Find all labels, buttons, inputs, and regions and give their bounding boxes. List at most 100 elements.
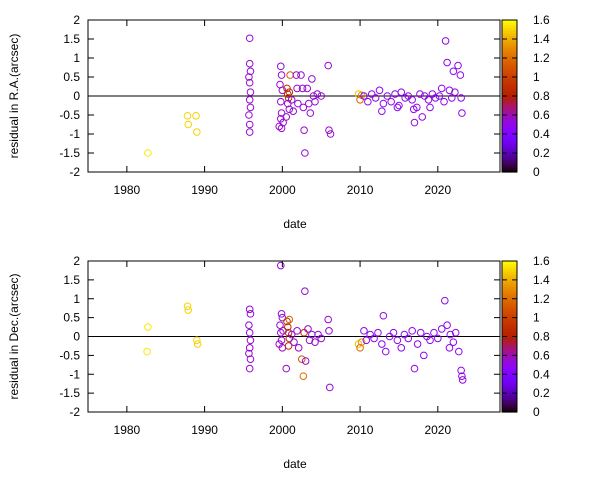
colorbar-strip	[502, 286, 517, 290]
data-point	[282, 113, 291, 121]
data-point	[420, 92, 429, 100]
data-point	[245, 111, 253, 119]
colorbar-strip	[502, 113, 517, 117]
data-point	[193, 340, 202, 348]
data-point	[278, 86, 287, 95]
y-tick-label: 1.5	[63, 32, 80, 46]
data-point	[293, 84, 301, 93]
colorbar-strip	[502, 128, 517, 133]
colorbar-strip	[502, 333, 517, 338]
colorbar-strip	[502, 73, 517, 77]
colorbar-strip	[502, 301, 517, 305]
data-point	[451, 328, 460, 337]
colorbar-strip	[502, 288, 517, 292]
colorbar-strip	[502, 121, 517, 125]
data-point	[275, 122, 284, 131]
x-tick-label: 2000	[269, 423, 296, 437]
data-point	[356, 344, 364, 352]
colorbar-tick-label: 1.6	[533, 254, 550, 268]
colorbar-strip	[502, 22, 517, 26]
colorbar-strip	[502, 283, 517, 287]
colorbar-tick-label: 1.4	[533, 273, 550, 287]
data-point	[301, 149, 309, 157]
colorbar: 0 0.2 0.4 0.6 0.8 1 1.2 1.4 1.6	[501, 254, 550, 419]
colorbar-strip	[502, 108, 517, 112]
data-point	[374, 328, 382, 337]
data-point	[437, 84, 446, 93]
data-point	[317, 334, 326, 343]
colorbar-tick-label: 0.2	[533, 146, 550, 160]
colorbar-strip	[502, 401, 517, 406]
colorbar-strip	[502, 281, 517, 285]
colorbar-tick-label: 0.8	[533, 89, 550, 103]
y-tick-label: 1.5	[63, 273, 80, 287]
colorbar-strip	[502, 45, 517, 49]
data-point	[457, 366, 465, 375]
data-point	[458, 372, 466, 380]
data-point	[245, 78, 254, 87]
data-point	[440, 97, 448, 106]
colorbar-strip	[502, 40, 517, 44]
data-point	[385, 332, 394, 341]
colorbar-strip	[502, 331, 517, 335]
data-point	[324, 61, 333, 70]
chart-panel-2: 1980 1990 2000 2010 2020 -2 -1.5 -1 -0.5 0 0.5 1 1.5…	[7, 254, 550, 471]
data-point	[448, 94, 456, 102]
colorbar-tick-label: 0.6	[533, 108, 550, 122]
data-point	[192, 111, 200, 120]
data-point	[299, 103, 308, 112]
colorbar-strip	[502, 98, 517, 102]
colorbar-strip	[502, 386, 517, 390]
data-point	[311, 338, 319, 346]
data-point	[276, 62, 285, 71]
colorbar-strip	[502, 80, 517, 84]
data-point	[379, 311, 388, 320]
data-point	[283, 323, 292, 331]
data-point	[285, 334, 294, 343]
data-point	[445, 86, 454, 95]
y-tick-label: -2	[69, 165, 80, 179]
data-point	[420, 351, 428, 360]
x-axis-title: date	[283, 217, 307, 231]
colorbar-strip	[502, 399, 517, 403]
y-tick-label: 0.5	[63, 70, 80, 84]
data-point	[325, 383, 334, 392]
colorbar-strip	[502, 42, 517, 46]
data-point	[449, 338, 458, 346]
colorbar-strip	[502, 261, 517, 265]
data-point	[300, 328, 308, 337]
x-axis-title: date	[283, 457, 307, 471]
data-point	[458, 376, 467, 384]
x-tick-label: 2020	[424, 423, 451, 437]
colorbar-strip	[502, 316, 517, 320]
colorbar-strip	[502, 25, 517, 29]
colorbar-tick-label: 0.4	[533, 127, 550, 141]
data-point	[451, 88, 459, 96]
colorbar-strip	[502, 376, 517, 380]
colorbar-strip	[502, 90, 517, 95]
colorbar-strip	[502, 123, 517, 127]
colorbar-strip	[502, 35, 517, 39]
data-point	[379, 99, 388, 108]
y-tick-label: -1	[69, 367, 80, 381]
colorbar-strip	[502, 391, 517, 395]
colorbar-strip	[502, 85, 517, 89]
data-point	[245, 349, 253, 358]
data-point	[301, 357, 310, 365]
colorbar-strip	[502, 131, 517, 135]
data-point	[362, 336, 371, 345]
data-point	[393, 103, 402, 112]
colorbar-strip	[502, 96, 517, 100]
data-point	[299, 372, 308, 380]
colorbar-strip	[502, 406, 517, 411]
colorbar-strip	[502, 20, 517, 24]
data-point	[283, 90, 292, 98]
data-point	[364, 97, 372, 106]
colorbar-strip	[502, 311, 517, 315]
colorbar-strip	[502, 65, 517, 69]
colorbar-strip	[502, 389, 517, 393]
y-tick-label: 2	[73, 13, 80, 27]
y-axis-title: residual in Dec.(arcsec)	[7, 273, 21, 399]
colorbar-strip	[502, 83, 517, 87]
data-point	[184, 120, 193, 129]
